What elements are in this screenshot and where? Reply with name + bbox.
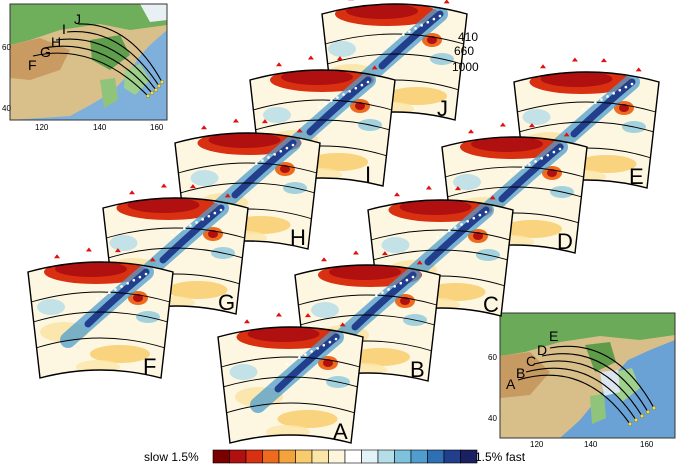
- map-north-lat-40: 40: [2, 104, 11, 113]
- colorbar-cell: [229, 449, 247, 464]
- map-south-lat-40: 40: [488, 414, 497, 423]
- panel-label-d: D: [557, 229, 573, 254]
- colorbar-cell: [262, 449, 280, 464]
- colorbar-cell: [427, 449, 445, 464]
- colorbar-cell: [410, 449, 428, 464]
- colorbar: slow 1.5% 1.5% fast: [144, 449, 526, 464]
- panel-label-c: C: [483, 292, 499, 317]
- panel-label-f: F: [143, 354, 156, 379]
- depth-label-410: 410: [458, 30, 478, 44]
- location-map-north: F G H I J 60 40 120 140 160: [2, 3, 168, 132]
- colorbar-cell: [278, 449, 296, 464]
- depth-label-1000: 1000: [452, 60, 479, 74]
- colorbar-cell: [295, 449, 313, 464]
- map-south-letter-e: E: [549, 328, 558, 344]
- colorbar-cell: [361, 449, 379, 464]
- map-north-lat-60: 60: [2, 43, 11, 52]
- colorbar-cell: [344, 449, 362, 464]
- map-north-lon-140: 140: [93, 123, 107, 132]
- map-north-letter-g: G: [40, 44, 51, 60]
- panel-a: A: [217, 312, 364, 444]
- map-north-lon-120: 120: [35, 123, 49, 132]
- panel-f: F: [27, 247, 174, 379]
- colorbar-cell: [212, 449, 230, 464]
- map-south-lon-160: 160: [640, 440, 654, 449]
- panel-i: I: [249, 55, 396, 187]
- map-north-letter-i: I: [62, 21, 66, 37]
- colorbar-slow-label: slow 1.5%: [144, 450, 199, 464]
- map-north-letter-j: J: [74, 11, 81, 27]
- map-south-letter-a: A: [506, 376, 516, 392]
- depth-label-660: 660: [454, 44, 474, 58]
- colorbar-cell: [460, 449, 478, 464]
- map-south-lon-140: 140: [584, 440, 598, 449]
- panel-label-e: E: [629, 164, 644, 189]
- map-north-letter-h: H: [51, 34, 61, 50]
- panel-label-a: A: [333, 419, 348, 444]
- colorbar-fast-label: 1.5% fast: [475, 450, 526, 464]
- panel-label-g: G: [218, 290, 235, 315]
- map-south-letter-b: B: [516, 365, 525, 381]
- map-south-lat-60: 60: [488, 353, 497, 362]
- colorbar-cell: [245, 449, 263, 464]
- map-north-letter-f: F: [28, 57, 37, 73]
- colorbar-cell: [394, 449, 412, 464]
- map-south-letter-d: D: [537, 342, 547, 358]
- colorbar-cell: [328, 449, 346, 464]
- colorbar-cell: [377, 449, 395, 464]
- colorbar-cell: [443, 449, 461, 464]
- colorbar-cell: [311, 449, 329, 464]
- map-south-lon-120: 120: [530, 440, 544, 449]
- cross-section-panels: JI EH DG CF BA: [27, 0, 660, 444]
- location-map-south: A B C D E 60 40 120 140 160: [488, 312, 676, 449]
- map-south-letter-c: C: [526, 353, 536, 369]
- panel-label-b: B: [410, 357, 425, 382]
- panel-label-j: J: [437, 96, 448, 121]
- map-north-lon-160: 160: [150, 123, 164, 132]
- panel-label-i: I: [365, 162, 371, 187]
- panel-j: J: [321, 0, 468, 121]
- panel-label-h: H: [290, 225, 306, 250]
